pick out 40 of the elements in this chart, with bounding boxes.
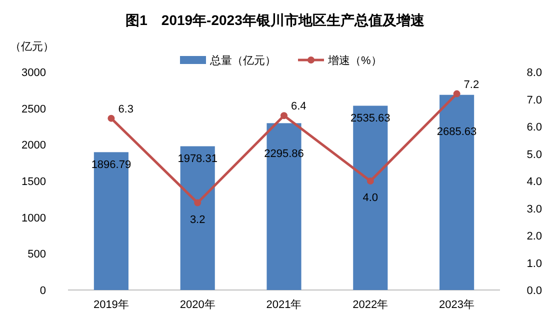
y-tick-label: 2000 [22, 140, 46, 152]
y-tick-label: 500 [28, 248, 46, 261]
y-tick-label: 0 [40, 285, 46, 297]
legend-label: 增速（%） [327, 54, 382, 67]
point [194, 199, 202, 206]
bar [440, 94, 474, 290]
data-label: 6.3 [118, 103, 134, 116]
y2-tick-label: 2.0 [526, 230, 542, 242]
point [453, 90, 460, 98]
bar [266, 123, 302, 290]
y2-tick-label: 5.0 [526, 148, 542, 161]
data-label: 6.4 [291, 100, 306, 113]
legend-label: 总量（亿元） [209, 54, 276, 67]
y-axis-title: （亿元） [10, 41, 54, 53]
y2-tick-label: 3.0 [526, 203, 542, 216]
x-tick-label: 2021年 [266, 299, 302, 311]
y2-tick-label: 4.0 [526, 176, 542, 188]
data-label: 4.0 [362, 192, 378, 204]
y-tick-label: 2500 [22, 103, 46, 116]
point [108, 114, 115, 122]
y2-tick-label: 0.0 [526, 285, 542, 297]
data-label: 7.2 [464, 78, 480, 91]
data-label: 3.2 [190, 214, 206, 226]
chart-title: 图1 2019年-2023年银川市地区生产总值及增速 [126, 12, 426, 28]
y2-tick-label: 7.0 [526, 94, 542, 106]
y-tick-label: 1500 [22, 176, 46, 188]
point [366, 178, 374, 184]
y2-tick-label: 1.0 [526, 258, 542, 270]
point [280, 112, 288, 120]
x-tick-label: 2019年 [93, 299, 129, 311]
y2-tick-label: 6.0 [526, 122, 542, 134]
x-tick-label: 2022年 [352, 299, 388, 311]
bar [353, 106, 388, 290]
y-tick-label: 1000 [22, 212, 46, 224]
bar [180, 146, 215, 290]
y-tick-label: 3000 [22, 67, 46, 79]
y2-tick-label: 8.0 [526, 67, 542, 79]
bar [94, 152, 128, 290]
x-tick-label: 2020年 [180, 299, 216, 311]
x-tick-label: 2023年 [439, 299, 475, 311]
